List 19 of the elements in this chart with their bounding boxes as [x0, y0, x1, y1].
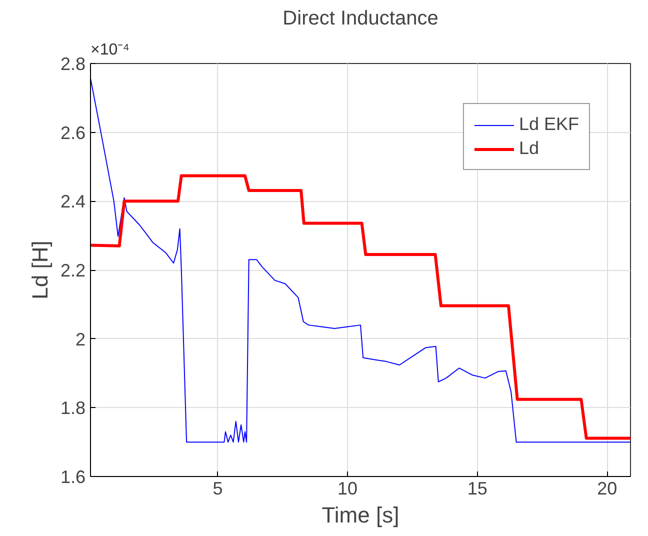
chart-title: Direct Inductance [282, 8, 438, 30]
x-tick-label: 20 [597, 478, 618, 498]
x-tick-label: 10 [338, 478, 358, 498]
y-axis-title: Ld [H] [27, 240, 52, 300]
y-tick-label: 1.6 [60, 467, 86, 487]
y-tick-label: 1.8 [60, 398, 86, 418]
y-tick-label: 2.8 [60, 54, 86, 74]
line-series [90, 174, 630, 440]
y-tick-label: 2.4 [60, 192, 86, 212]
x-tick-label: 15 [467, 478, 488, 498]
y-tick-label: 2.6 [60, 122, 86, 143]
x-axis-title: Time [s] [322, 502, 400, 528]
line-series [90, 78, 630, 443]
text: ×10⁻⁴ [90, 42, 130, 58]
y-tick-label: 2.2 [60, 260, 86, 280]
legend-label: Ld [518, 138, 539, 159]
y-tick-label: 2 [75, 329, 86, 350]
x-tick-label: 5 [212, 478, 223, 498]
legend-label: Ld EKF [518, 114, 579, 135]
